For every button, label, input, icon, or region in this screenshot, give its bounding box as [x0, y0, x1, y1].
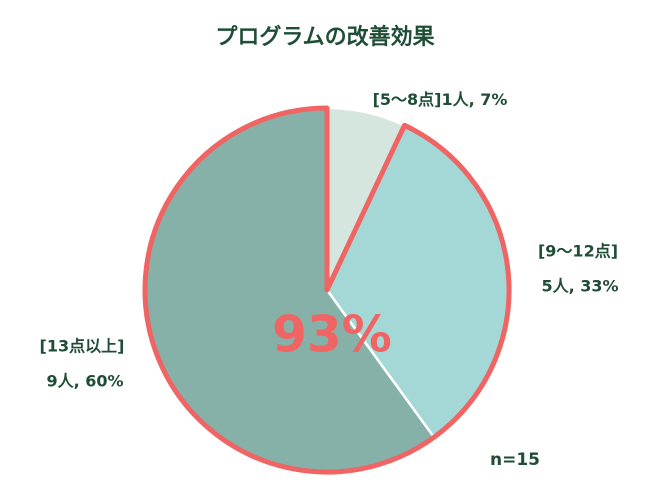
value-label: 5人, 33%	[541, 277, 618, 296]
data-label: [5〜8点]1人, 7%	[373, 90, 508, 109]
sample-size: n=15	[490, 450, 540, 470]
chart-title: プログラムの改善効果	[215, 24, 434, 50]
highlight-label: 93%	[272, 306, 392, 364]
category-label: [5〜8点]	[373, 90, 442, 109]
highlight-outline	[142, 105, 512, 475]
value-label: 9人, 60%	[46, 372, 123, 391]
value-label: 1人, 7%	[441, 90, 507, 109]
category-label: [13点以上]	[40, 337, 125, 356]
category-label: [9〜12点]	[538, 242, 618, 261]
